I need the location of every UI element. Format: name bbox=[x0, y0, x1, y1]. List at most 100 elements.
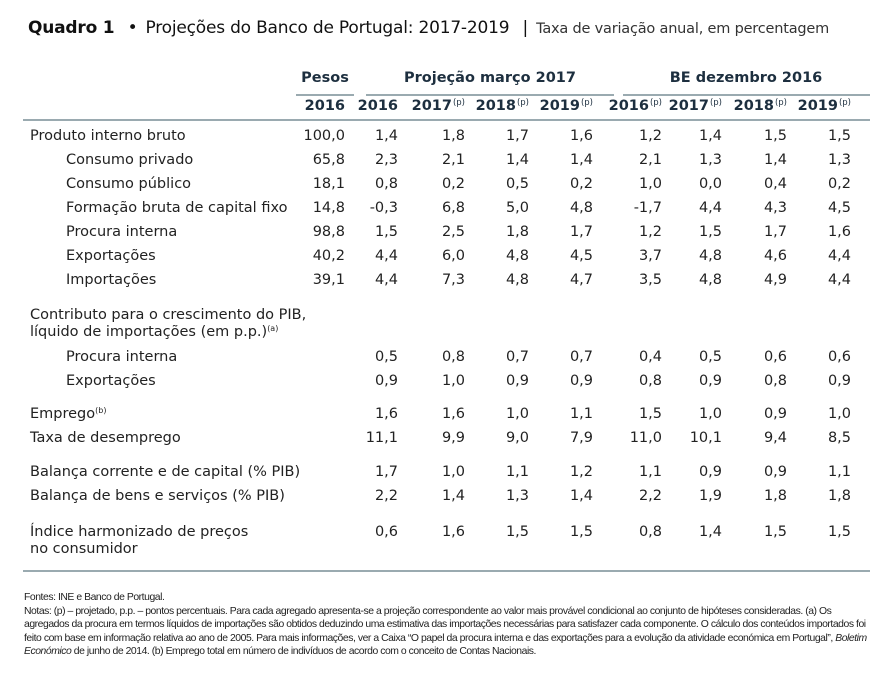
table-cell: 0,9 bbox=[569, 373, 593, 389]
table-row: Procura interna 0,5 0,8 0,7 0,7 0,4 0,5 0,6 0,6 bbox=[0, 349, 891, 371]
table-row: Balança corrente e de capital (% PIB) 1,7… bbox=[0, 464, 891, 486]
table-cell: 1,0 bbox=[441, 373, 465, 389]
table-row: Taxa de desemprego 11,1 9,9 9,0 7,9 11,0 10,1 9… bbox=[0, 430, 891, 452]
table-cell: 0,7 bbox=[505, 349, 529, 365]
row-label: Exportações bbox=[66, 248, 156, 264]
projection-marker: (p) bbox=[452, 98, 465, 108]
table-row: líquido de importações (em p.p.)(a) bbox=[0, 324, 891, 346]
table-cell: 0,8 bbox=[638, 524, 662, 540]
table-cell: 1,2 bbox=[638, 224, 662, 240]
table-row: Procura interna 98,8 1,5 2,5 1,8 1,7 1,2 1,5 1,7… bbox=[0, 224, 891, 246]
table-cell: 1,0 bbox=[638, 176, 662, 192]
table-cell: 0,8 bbox=[763, 373, 787, 389]
table-notes: Fontes: INE e Banco de Portugal. Notas: … bbox=[24, 591, 874, 659]
row-label: Balança de bens e serviços (% PIB) bbox=[30, 488, 285, 504]
table-cell: 7,9 bbox=[569, 430, 593, 446]
column-header-year: 2018(p) bbox=[733, 98, 787, 114]
table-row: Importações 39,1 4,4 7,3 4,8 4,7 3,5 4,8 4,9 4,4 bbox=[0, 272, 891, 294]
title-separator: | bbox=[522, 18, 529, 38]
table-cell: 65,8 bbox=[312, 152, 345, 168]
table-cell: 14,8 bbox=[312, 200, 345, 216]
table-row: Emprego(b) 1,6 1,6 1,0 1,1 1,5 1,0 0,9 1,0 bbox=[0, 406, 891, 428]
column-header-year: 2016 bbox=[304, 98, 345, 114]
table-cell: -1,7 bbox=[633, 200, 662, 216]
row-label: no consumidor bbox=[30, 541, 138, 557]
table-cell: 0,8 bbox=[638, 373, 662, 389]
table-cell: 0,2 bbox=[441, 176, 465, 192]
row-label: Procura interna bbox=[66, 349, 178, 365]
column-header-year: 2019(p) bbox=[539, 98, 593, 114]
table-cell: 0,7 bbox=[569, 349, 593, 365]
table-cell: 98,8 bbox=[312, 224, 345, 240]
table-cell: 9,0 bbox=[505, 430, 529, 446]
table-cell: 4,6 bbox=[763, 248, 787, 264]
table-cell: 1,1 bbox=[827, 464, 851, 480]
table-cell: 11,1 bbox=[365, 430, 398, 446]
column-header-year: 2017(p) bbox=[668, 98, 722, 114]
table-cell: -0,3 bbox=[369, 200, 398, 216]
row-label: Emprego(b) bbox=[30, 406, 107, 422]
table-cell: 0,0 bbox=[698, 176, 722, 192]
table-cell: 1,7 bbox=[374, 464, 398, 480]
header-group-rule bbox=[296, 94, 354, 96]
table-cell: 2,5 bbox=[441, 224, 465, 240]
notes-publication-title: Boletim Económico bbox=[24, 632, 867, 658]
table-cell: 1,4 bbox=[698, 128, 722, 144]
table-cell: 1,6 bbox=[827, 224, 851, 240]
table-cell: 1,5 bbox=[698, 224, 722, 240]
projection-marker: (p) bbox=[709, 98, 722, 108]
table-cell: 0,9 bbox=[763, 406, 787, 422]
table-cell: 1,1 bbox=[638, 464, 662, 480]
table-cell: 0,5 bbox=[374, 349, 398, 365]
footnote-marker: (b) bbox=[95, 406, 107, 415]
title-bullet: • bbox=[127, 18, 138, 38]
table-cell: 4,4 bbox=[698, 200, 722, 216]
table-cell: 1,7 bbox=[763, 224, 787, 240]
table-cell: 0,9 bbox=[698, 373, 722, 389]
table-row: Índice harmonizado de preços 0,6 1,6 1,5 1,5… bbox=[0, 524, 891, 546]
row-label: Formação bruta de capital fixo bbox=[66, 200, 288, 216]
notes-text: Notas: (p) – projetado, p.p. – pontos pe… bbox=[24, 605, 867, 658]
projection-marker: (p) bbox=[774, 98, 787, 108]
projection-marker: (p) bbox=[838, 98, 851, 108]
table-cell: 4,3 bbox=[763, 200, 787, 216]
table-bottom-rule bbox=[23, 570, 870, 572]
title-main: Projeções do Banco de Portugal: 2017-201… bbox=[145, 18, 510, 38]
table-cell: 1,1 bbox=[569, 406, 593, 422]
row-label: Balança corrente e de capital (% PIB) bbox=[30, 464, 301, 480]
table-cell: 0,4 bbox=[763, 176, 787, 192]
table-row: Formação bruta de capital fixo 14,8 -0,3 6,… bbox=[0, 200, 891, 222]
projection-marker: (p) bbox=[516, 98, 529, 108]
table-cell: 4,5 bbox=[827, 200, 851, 216]
table-cell: 2,2 bbox=[638, 488, 662, 504]
table-cell: 0,5 bbox=[698, 349, 722, 365]
table-cell: 0,9 bbox=[827, 373, 851, 389]
table-cell: 39,1 bbox=[312, 272, 345, 288]
table-row: Contributo para o crescimento do PIB, bbox=[0, 307, 891, 329]
table-cell: 4,8 bbox=[698, 272, 722, 288]
table-cell: 1,4 bbox=[505, 152, 529, 168]
table-cell: 1,9 bbox=[698, 488, 722, 504]
table-cell: 2,3 bbox=[374, 152, 398, 168]
table-cell: 9,9 bbox=[441, 430, 465, 446]
table-cell: 1,3 bbox=[505, 488, 529, 504]
table-cell: 1,4 bbox=[441, 488, 465, 504]
table-cell: 2,2 bbox=[374, 488, 398, 504]
projection-marker: (p) bbox=[580, 98, 593, 108]
table-cell: 18,1 bbox=[312, 176, 345, 192]
table-row: Produto interno bruto 100,0 1,4 1,8 1,7 1,6 1,… bbox=[0, 128, 891, 150]
row-label: Procura interna bbox=[66, 224, 178, 240]
table-cell: 1,0 bbox=[505, 406, 529, 422]
table-cell: 0,6 bbox=[374, 524, 398, 540]
column-header-year: 2019(p) bbox=[797, 98, 851, 114]
table-cell: 1,5 bbox=[827, 128, 851, 144]
table-cell: 0,8 bbox=[374, 176, 398, 192]
table-cell: 1,0 bbox=[698, 406, 722, 422]
table-cell: 0,9 bbox=[698, 464, 722, 480]
table-cell: 0,8 bbox=[441, 349, 465, 365]
table-cell: 1,4 bbox=[569, 488, 593, 504]
header-group-pesos: Pesos bbox=[301, 70, 349, 86]
table-title: Quadro 1 • Projeções do Banco de Portugal… bbox=[28, 18, 829, 38]
table-cell: 1,5 bbox=[763, 524, 787, 540]
table-cell: 1,5 bbox=[374, 224, 398, 240]
